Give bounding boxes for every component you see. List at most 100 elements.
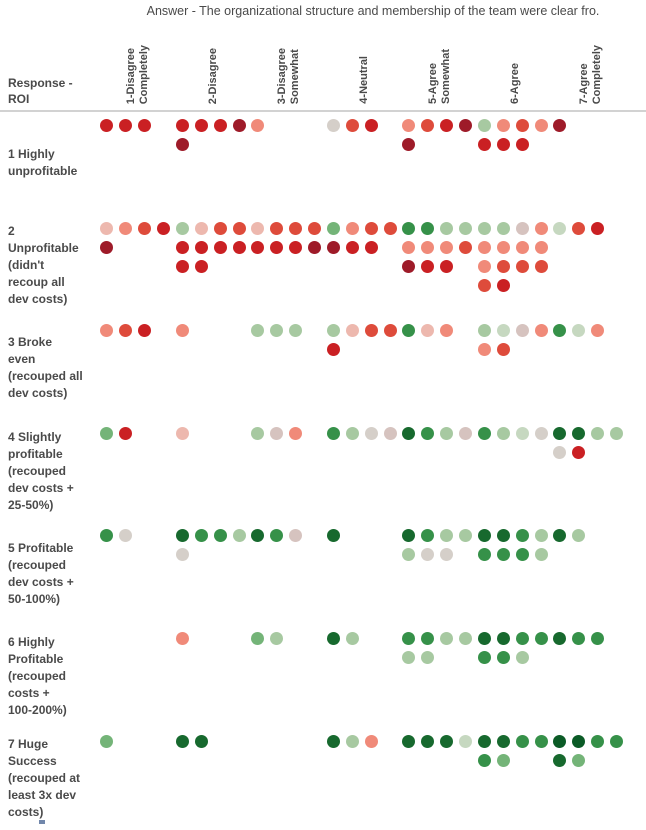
- response-dot[interactable]: [572, 734, 585, 748]
- response-dot[interactable]: [496, 119, 510, 132]
- response-dot[interactable]: [553, 221, 566, 235]
- response-dot[interactable]: [119, 529, 132, 543]
- response-dot[interactable]: [326, 631, 340, 645]
- response-dot[interactable]: [326, 426, 340, 440]
- response-dot[interactable]: [232, 119, 246, 132]
- response-dot[interactable]: [345, 221, 359, 235]
- response-dot[interactable]: [459, 221, 472, 235]
- response-dot[interactable]: [459, 426, 472, 440]
- response-dot[interactable]: [100, 240, 113, 254]
- response-dot[interactable]: [610, 426, 623, 440]
- response-dot[interactable]: [496, 278, 510, 292]
- response-dot[interactable]: [610, 734, 623, 748]
- response-dot[interactable]: [402, 221, 415, 235]
- response-dot[interactable]: [175, 138, 189, 151]
- response-dot[interactable]: [383, 426, 397, 440]
- response-dot[interactable]: [477, 426, 491, 440]
- response-dot[interactable]: [421, 240, 434, 254]
- response-dot[interactable]: [289, 221, 302, 235]
- response-dot[interactable]: [194, 259, 208, 273]
- response-dot[interactable]: [496, 259, 510, 273]
- response-dot[interactable]: [251, 529, 264, 543]
- response-dot[interactable]: [364, 119, 378, 132]
- response-dot[interactable]: [326, 119, 340, 132]
- response-dot[interactable]: [251, 240, 264, 254]
- response-dot[interactable]: [364, 426, 378, 440]
- response-dot[interactable]: [553, 119, 566, 132]
- response-dot[interactable]: [119, 119, 132, 132]
- response-dot[interactable]: [138, 119, 151, 132]
- response-dot[interactable]: [270, 529, 283, 543]
- response-dot[interactable]: [572, 529, 585, 543]
- response-dot[interactable]: [251, 324, 264, 338]
- response-dot[interactable]: [553, 753, 566, 767]
- response-dot[interactable]: [270, 240, 283, 254]
- response-dot[interactable]: [345, 426, 359, 440]
- response-dot[interactable]: [326, 221, 340, 235]
- response-dot[interactable]: [496, 138, 510, 151]
- response-dot[interactable]: [477, 343, 491, 357]
- response-dot[interactable]: [553, 426, 566, 440]
- response-dot[interactable]: [591, 631, 604, 645]
- response-dot[interactable]: [534, 324, 548, 338]
- response-dot[interactable]: [157, 221, 170, 235]
- response-dot[interactable]: [515, 259, 529, 273]
- response-dot[interactable]: [270, 631, 283, 645]
- response-dot[interactable]: [326, 734, 340, 748]
- response-dot[interactable]: [402, 259, 415, 273]
- response-dot[interactable]: [213, 221, 227, 235]
- response-dot[interactable]: [440, 734, 453, 748]
- response-dot[interactable]: [477, 138, 491, 151]
- response-dot[interactable]: [326, 529, 340, 543]
- response-dot[interactable]: [213, 119, 227, 132]
- response-dot[interactable]: [534, 548, 548, 562]
- response-dot[interactable]: [477, 259, 491, 273]
- response-dot[interactable]: [232, 221, 246, 235]
- response-dot[interactable]: [421, 119, 434, 132]
- response-dot[interactable]: [175, 240, 189, 254]
- response-dot[interactable]: [572, 426, 585, 440]
- response-dot[interactable]: [440, 426, 453, 440]
- response-dot[interactable]: [175, 631, 189, 645]
- response-dot[interactable]: [383, 324, 397, 338]
- response-dot[interactable]: [232, 240, 246, 254]
- response-dot[interactable]: [100, 324, 113, 338]
- response-dot[interactable]: [175, 426, 189, 440]
- response-dot[interactable]: [194, 119, 208, 132]
- response-dot[interactable]: [421, 734, 434, 748]
- response-dot[interactable]: [534, 119, 548, 132]
- response-dot[interactable]: [326, 240, 340, 254]
- response-dot[interactable]: [496, 753, 510, 767]
- response-dot[interactable]: [232, 529, 246, 543]
- response-dot[interactable]: [213, 240, 227, 254]
- response-dot[interactable]: [591, 426, 604, 440]
- response-dot[interactable]: [496, 240, 510, 254]
- response-dot[interactable]: [100, 529, 113, 543]
- response-dot[interactable]: [459, 529, 472, 543]
- response-dot[interactable]: [175, 221, 189, 235]
- response-dot[interactable]: [477, 529, 491, 543]
- response-dot[interactable]: [421, 426, 434, 440]
- response-dot[interactable]: [515, 548, 529, 562]
- response-dot[interactable]: [289, 529, 302, 543]
- response-dot[interactable]: [100, 119, 113, 132]
- response-dot[interactable]: [175, 529, 189, 543]
- response-dot[interactable]: [308, 221, 321, 235]
- response-dot[interactable]: [421, 324, 434, 338]
- response-dot[interactable]: [100, 221, 113, 235]
- response-dot[interactable]: [459, 119, 472, 132]
- response-dot[interactable]: [591, 734, 604, 748]
- response-dot[interactable]: [326, 324, 340, 338]
- response-dot[interactable]: [270, 324, 283, 338]
- response-dot[interactable]: [459, 240, 472, 254]
- response-dot[interactable]: [138, 221, 151, 235]
- response-dot[interactable]: [345, 734, 359, 748]
- response-dot[interactable]: [345, 631, 359, 645]
- response-dot[interactable]: [496, 529, 510, 543]
- response-dot[interactable]: [100, 734, 113, 748]
- response-dot[interactable]: [194, 734, 208, 748]
- response-dot[interactable]: [402, 529, 415, 543]
- response-dot[interactable]: [345, 240, 359, 254]
- response-dot[interactable]: [572, 445, 585, 459]
- response-dot[interactable]: [515, 138, 529, 151]
